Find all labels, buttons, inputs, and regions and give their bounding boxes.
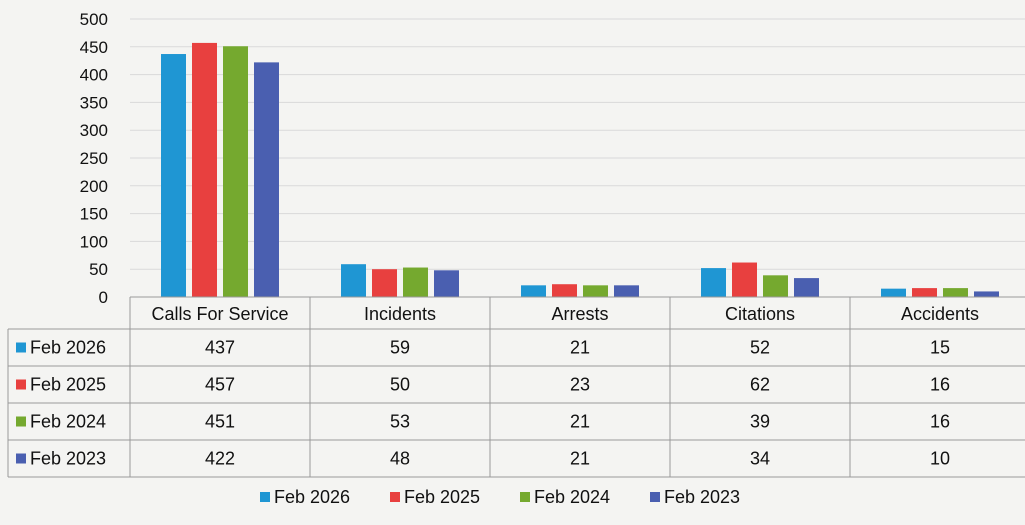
category-label: Accidents bbox=[901, 304, 979, 324]
category-label: Arrests bbox=[551, 304, 608, 324]
row-legend-key bbox=[16, 379, 26, 390]
y-tick-label: 500 bbox=[80, 10, 108, 29]
bar bbox=[763, 275, 788, 297]
y-tick-label: 200 bbox=[80, 177, 108, 196]
row-series-label: Feb 2026 bbox=[30, 338, 106, 358]
data-label: 457 bbox=[205, 375, 235, 395]
legend-swatch bbox=[650, 492, 660, 502]
bar bbox=[254, 62, 279, 298]
bar bbox=[583, 285, 608, 297]
row-series-label: Feb 2024 bbox=[30, 412, 106, 432]
legend-swatch bbox=[260, 492, 270, 502]
data-label: 422 bbox=[205, 449, 235, 469]
category-label: Calls For Service bbox=[151, 304, 288, 324]
data-label: 15 bbox=[930, 338, 950, 358]
bar bbox=[192, 42, 217, 297]
category-label: Citations bbox=[725, 304, 795, 324]
row-series-label: Feb 2025 bbox=[30, 375, 106, 395]
data-label: 21 bbox=[570, 412, 590, 432]
legend-label: Feb 2026 bbox=[274, 487, 350, 507]
data-label: 21 bbox=[570, 449, 590, 469]
bar bbox=[372, 269, 397, 297]
bar bbox=[732, 262, 757, 297]
data-label: 16 bbox=[930, 412, 950, 432]
legend-label: Feb 2024 bbox=[534, 487, 610, 507]
data-label: 50 bbox=[390, 375, 410, 395]
legend: Feb 2026 Feb 2025 Feb 2024 Feb 2023 bbox=[260, 487, 740, 507]
bar bbox=[701, 268, 726, 297]
row-legend-key bbox=[16, 416, 26, 427]
row-legend-key bbox=[16, 342, 26, 353]
y-tick-label: 150 bbox=[80, 205, 108, 224]
legend-swatch bbox=[390, 492, 400, 502]
data-label: 21 bbox=[570, 338, 590, 358]
y-tick-label: 250 bbox=[80, 149, 108, 168]
y-tick-label: 100 bbox=[80, 232, 108, 251]
bars bbox=[161, 42, 999, 298]
legend-label: Feb 2023 bbox=[664, 487, 740, 507]
data-label: 23 bbox=[570, 375, 590, 395]
y-tick-label: 400 bbox=[80, 66, 108, 85]
gridlines bbox=[130, 18, 1025, 298]
bar bbox=[521, 285, 546, 297]
bar bbox=[161, 54, 186, 297]
bar bbox=[974, 291, 999, 297]
y-tick-label: 50 bbox=[89, 260, 108, 279]
data-label: 59 bbox=[390, 338, 410, 358]
data-table: Calls For Service Incidents Arrests Citatio… bbox=[7, 296, 1025, 478]
bar bbox=[943, 288, 968, 297]
y-tick-label: 450 bbox=[80, 38, 108, 57]
y-tick-label: 350 bbox=[80, 93, 108, 112]
legend-label: Feb 2025 bbox=[404, 487, 480, 507]
bar bbox=[403, 267, 428, 297]
bar bbox=[434, 270, 459, 297]
bar bbox=[794, 278, 819, 297]
data-label: 34 bbox=[750, 449, 770, 469]
data-label: 53 bbox=[390, 412, 410, 432]
data-label: 52 bbox=[750, 338, 770, 358]
data-label: 451 bbox=[205, 412, 235, 432]
data-label: 48 bbox=[390, 449, 410, 469]
bar bbox=[341, 264, 366, 297]
bar bbox=[552, 284, 577, 297]
bar bbox=[614, 285, 639, 297]
bar bbox=[223, 46, 248, 297]
y-tick-label: 0 bbox=[99, 288, 108, 307]
legend-swatch bbox=[520, 492, 530, 502]
data-label: 10 bbox=[930, 449, 950, 469]
data-label: 62 bbox=[750, 375, 770, 395]
row-series-label: Feb 2023 bbox=[30, 449, 106, 469]
data-label: 39 bbox=[750, 412, 770, 432]
data-label: 16 bbox=[930, 375, 950, 395]
row-legend-key bbox=[16, 453, 26, 464]
category-label: Incidents bbox=[364, 304, 436, 324]
y-tick-label: 300 bbox=[80, 121, 108, 140]
bar bbox=[912, 288, 937, 297]
bar bbox=[881, 288, 906, 297]
data-label: 437 bbox=[205, 338, 235, 358]
y-axis: 0 50 100 150 200 250 300 350 400 450 500 bbox=[80, 10, 108, 307]
